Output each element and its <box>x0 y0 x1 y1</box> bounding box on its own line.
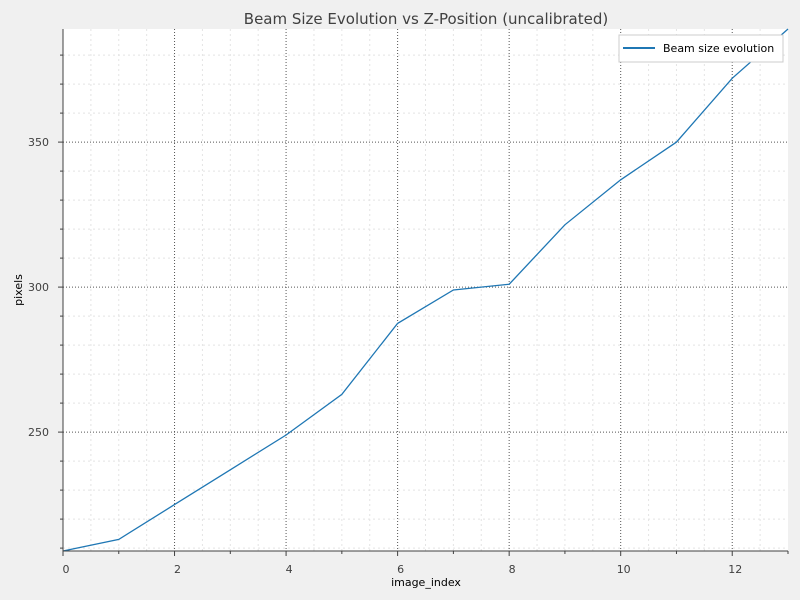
x-tick-label: 4 <box>286 563 293 576</box>
y-axis-label: pixels <box>12 274 25 306</box>
axes-layer <box>62 29 788 552</box>
x-tick-label: 8 <box>509 563 516 576</box>
y-tick-label: 300 <box>28 281 49 294</box>
major-grid <box>63 29 788 551</box>
legend-label-beam-size-evolution: Beam size evolution <box>663 42 774 55</box>
x-tick-label: 10 <box>617 563 631 576</box>
ticks-layer: 0 2 4 6 8 10 12 250 300 350 <box>28 54 789 576</box>
x-tick-label: 2 <box>174 563 181 576</box>
x-axis-label: image_index <box>391 576 461 589</box>
series-line-0 <box>62 28 789 552</box>
series-layer <box>62 28 789 552</box>
legend: Beam size evolution <box>618 34 784 63</box>
x-tick-label: 6 <box>397 563 404 576</box>
x-tick-label: 12 <box>728 563 742 576</box>
y-tick-label: 350 <box>28 136 49 149</box>
chart-title: Beam Size Evolution vs Z-Position (uncal… <box>244 10 608 28</box>
x-tick-label: 0 <box>63 563 70 576</box>
y-tick-label: 250 <box>28 426 49 439</box>
